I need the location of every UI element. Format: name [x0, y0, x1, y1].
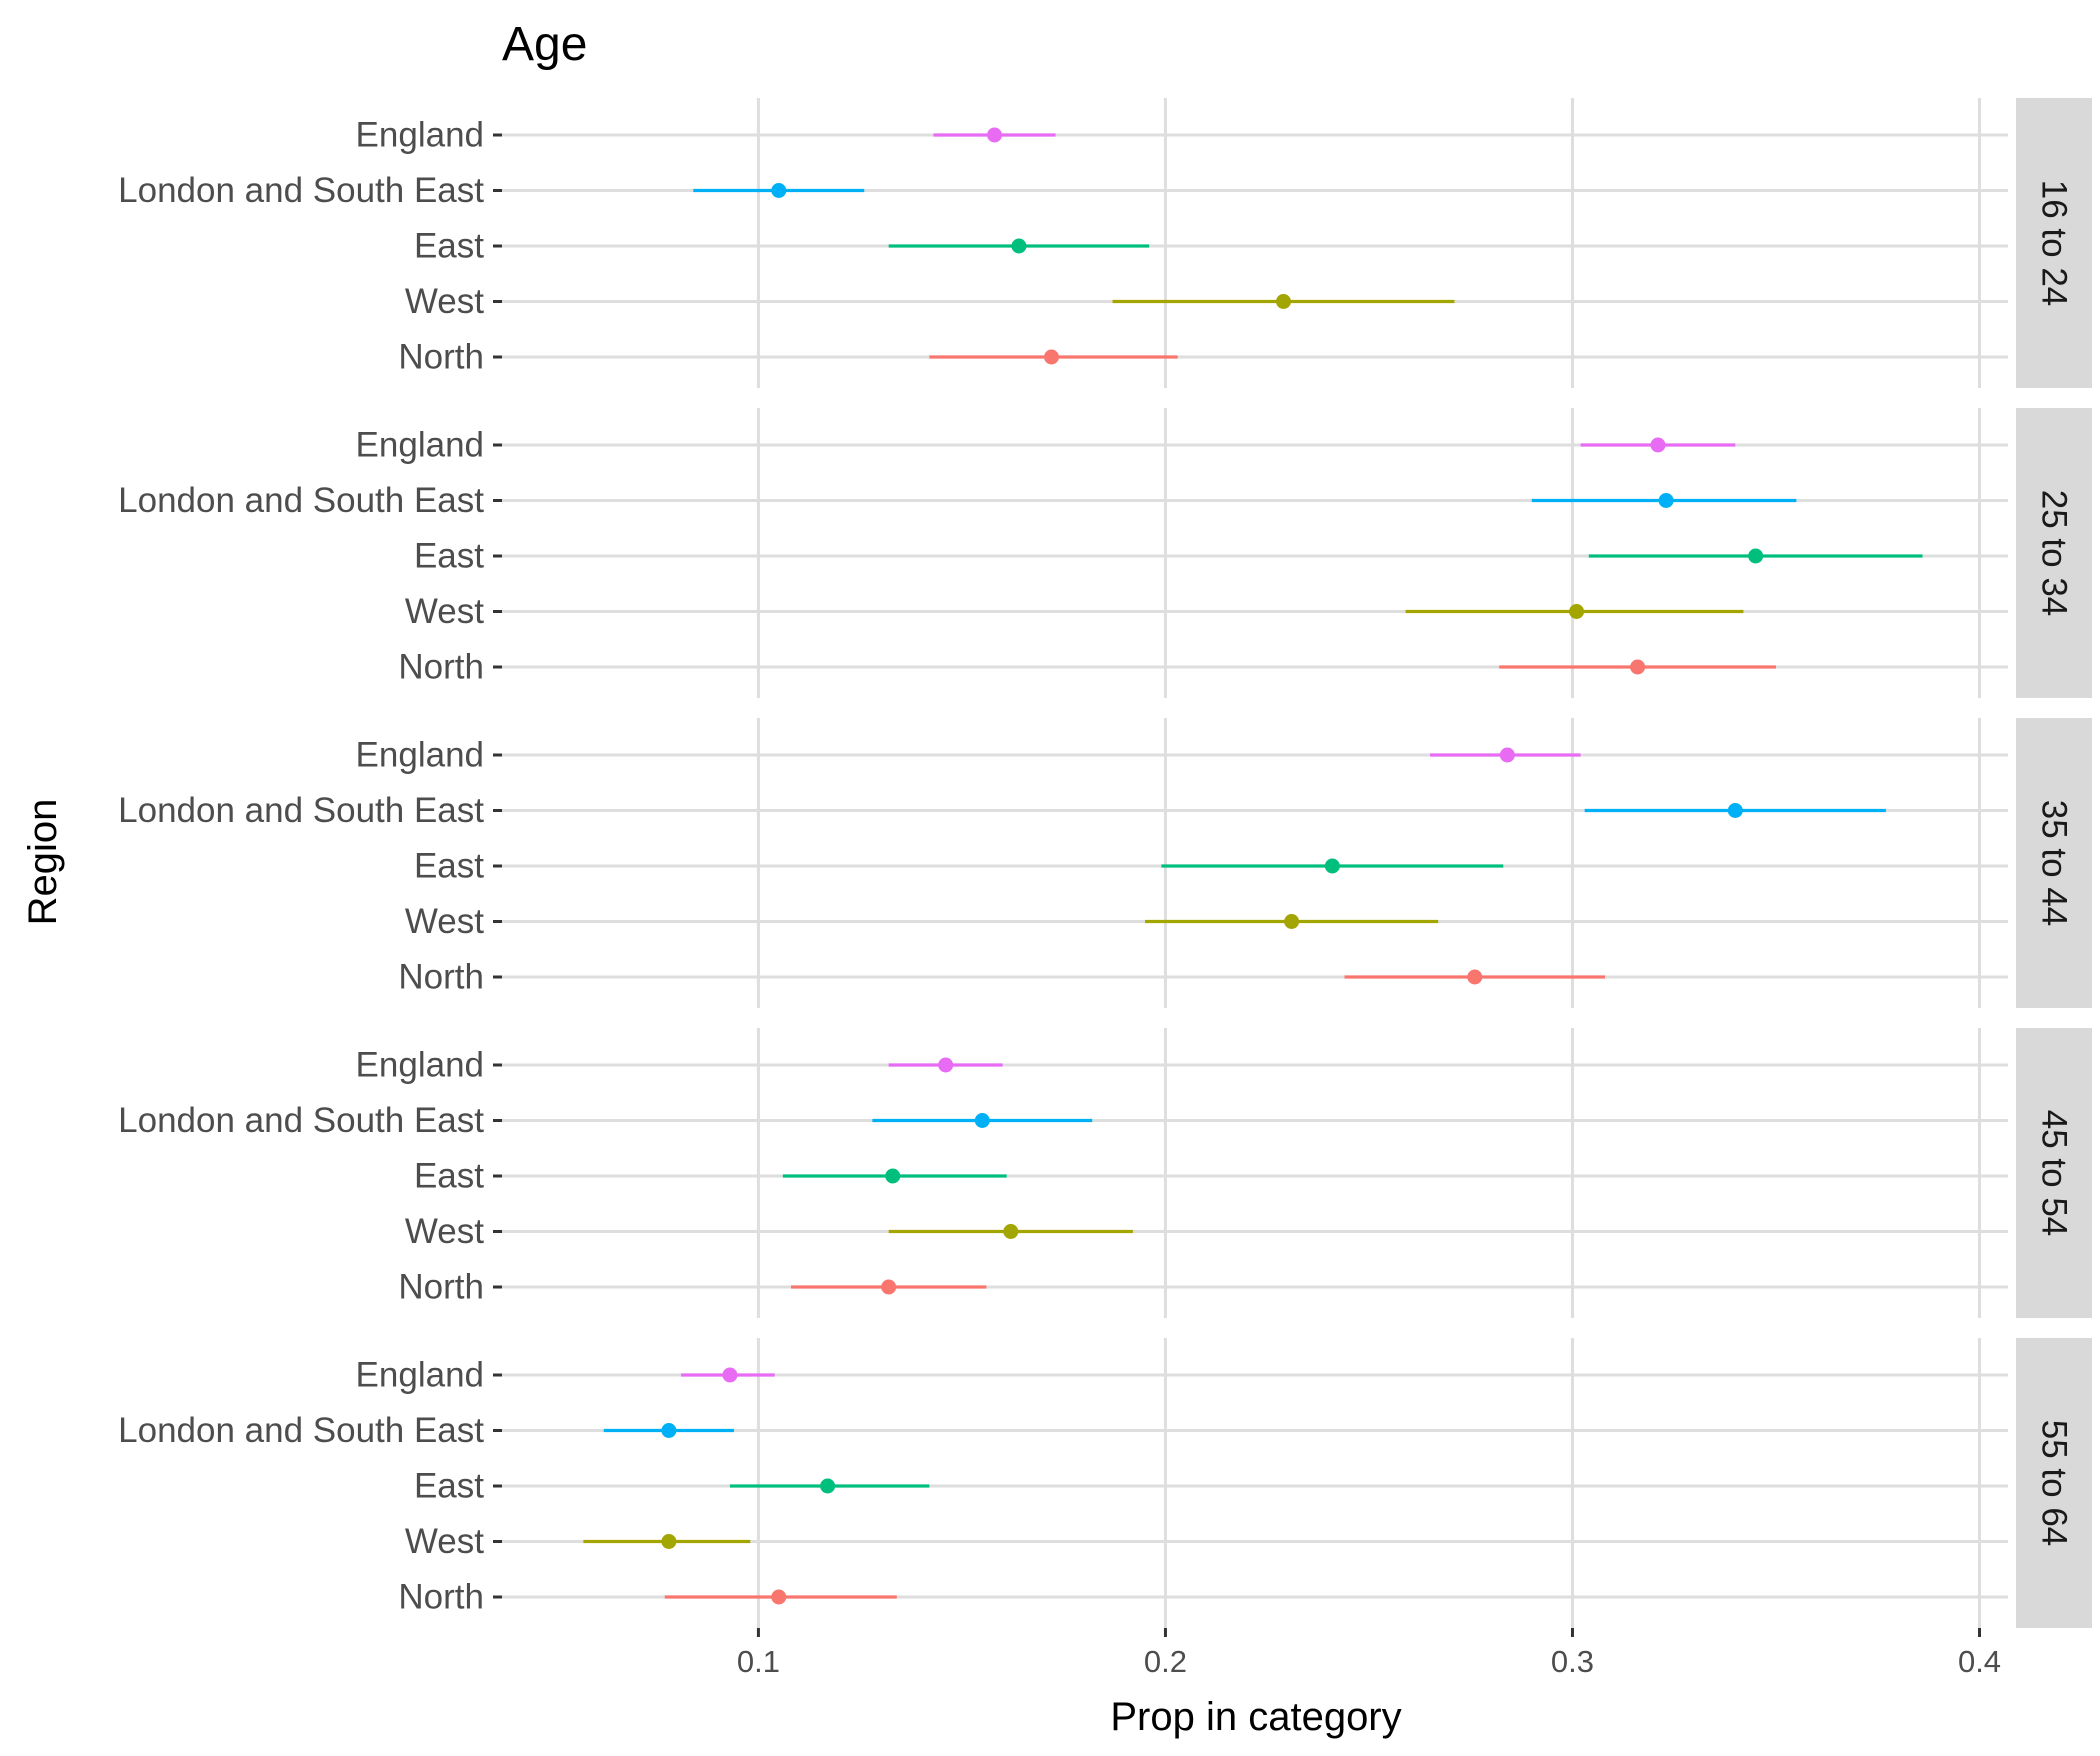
- estimate-point: [1658, 493, 1674, 508]
- estimate-point: [974, 1113, 990, 1128]
- estimate-point: [722, 1367, 738, 1383]
- facet-strip: [2016, 1028, 2092, 1318]
- y-tick-label: London and South East: [118, 791, 484, 830]
- estimate-point: [1748, 548, 1764, 564]
- y-tick-label: West: [405, 1212, 484, 1251]
- facet-panel: 35 to 44 England London and South East East…: [118, 718, 2092, 1008]
- facet-strip: [2016, 98, 2092, 388]
- y-tick-label: England: [356, 736, 484, 775]
- estimate-point: [771, 1589, 787, 1605]
- y-tick-label: East: [414, 1157, 484, 1196]
- y-tick-label: North: [398, 1268, 484, 1307]
- y-tick-label: North: [398, 648, 484, 687]
- y-tick-label: London and South East: [118, 1101, 484, 1140]
- y-tick-label: London and South East: [118, 171, 484, 210]
- y-tick-label: North: [398, 958, 484, 997]
- chart-title: Age: [502, 18, 587, 71]
- estimate-point: [1569, 604, 1585, 619]
- y-tick-label: East: [414, 227, 484, 266]
- y-tick-label: East: [414, 847, 484, 886]
- facet-panel: 45 to 54 England London and South East East…: [118, 1028, 2092, 1318]
- x-axis-title: Prop in category: [1110, 1695, 1401, 1739]
- facet-strip: [2016, 718, 2092, 1008]
- estimate-point: [820, 1478, 836, 1494]
- estimate-point: [881, 1279, 897, 1295]
- x-axis: 0.1 0.2 0.3 0.4: [737, 1628, 2001, 1679]
- facet-panel: 55 to 64 England London and South East East…: [118, 1338, 2092, 1628]
- y-tick-label: West: [405, 592, 484, 631]
- estimate-point: [1727, 803, 1743, 818]
- y-tick-label: England: [356, 1046, 484, 1085]
- estimate-point: [1324, 858, 1340, 874]
- estimate-point: [1003, 1224, 1019, 1239]
- estimate-point: [1011, 238, 1027, 254]
- y-tick-label: England: [356, 116, 484, 155]
- estimate-point: [771, 183, 787, 198]
- y-tick-label: West: [405, 1522, 484, 1561]
- facet-strip: [2016, 408, 2092, 698]
- facet-panel: 16 to 24 England London and South East East…: [118, 98, 2092, 388]
- facet-strip: [2016, 1338, 2092, 1628]
- y-tick-label: England: [356, 1356, 484, 1395]
- estimate-point: [1650, 437, 1666, 453]
- y-tick-label: London and South East: [118, 481, 484, 520]
- y-tick-label: England: [356, 426, 484, 465]
- facet-panels: 16 to 24 England London and South East East…: [118, 98, 2092, 1628]
- y-tick-label: London and South East: [118, 1411, 484, 1450]
- y-tick-label: East: [414, 1467, 484, 1506]
- y-tick-label: North: [398, 338, 484, 377]
- x-tick-label: 0.2: [1144, 1644, 1187, 1679]
- estimate-point: [661, 1423, 677, 1438]
- estimate-point: [885, 1168, 901, 1184]
- x-tick-label: 0.1: [737, 1644, 780, 1679]
- facet-strip-label: 45 to 54: [2035, 1110, 2074, 1237]
- estimate-point: [1043, 349, 1059, 365]
- facet-strip-label: 16 to 24: [2035, 180, 2074, 307]
- estimate-point: [987, 127, 1003, 143]
- y-tick-label: West: [405, 902, 484, 941]
- x-tick-label: 0.3: [1551, 1644, 1594, 1679]
- estimate-point: [1467, 969, 1483, 985]
- estimate-point: [1275, 294, 1291, 309]
- estimate-point: [661, 1534, 677, 1549]
- facet-strip-label: 55 to 64: [2035, 1420, 2074, 1547]
- facet-panel: 25 to 34 England London and South East East…: [118, 408, 2092, 698]
- y-tick-label: West: [405, 282, 484, 321]
- y-axis-title: Region: [21, 799, 65, 926]
- estimate-point: [1499, 747, 1515, 763]
- x-tick-label: 0.4: [1958, 1644, 2001, 1679]
- estimate-point: [1630, 659, 1646, 675]
- y-tick-label: North: [398, 1578, 484, 1617]
- estimate-point: [938, 1057, 954, 1073]
- facet-strip-label: 25 to 34: [2035, 490, 2074, 617]
- facet-strip-label: 35 to 44: [2035, 800, 2074, 927]
- y-tick-label: East: [414, 537, 484, 576]
- estimate-point: [1284, 914, 1300, 929]
